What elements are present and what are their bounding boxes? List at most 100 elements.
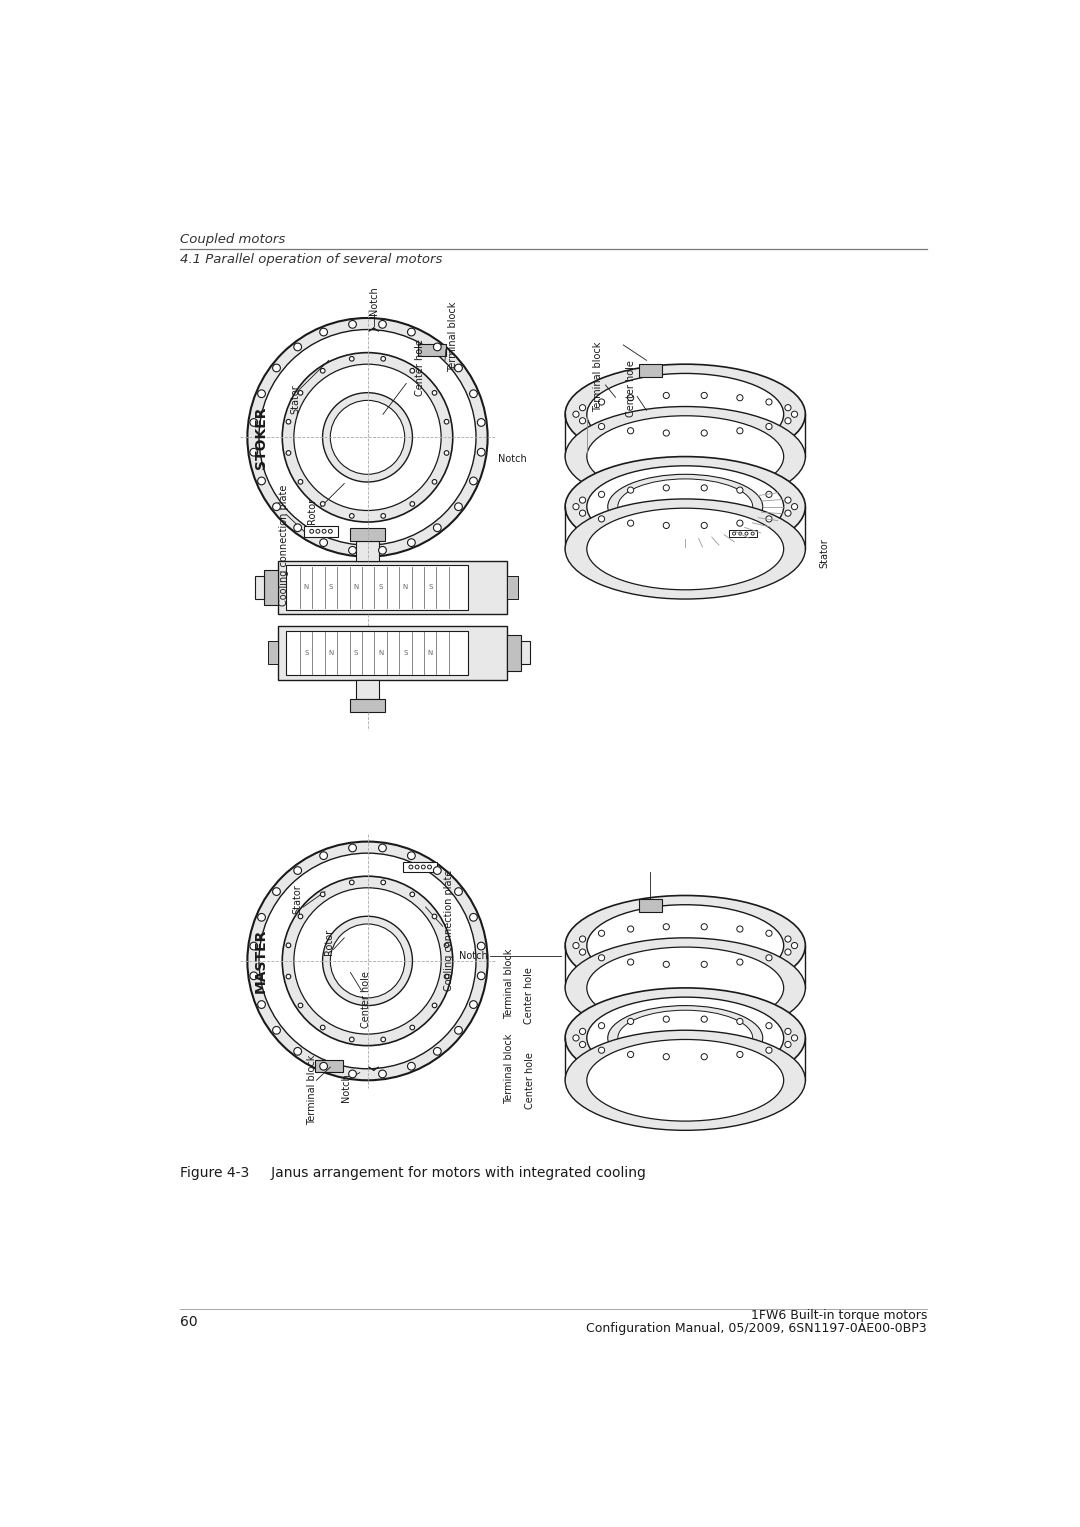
Circle shape xyxy=(792,942,798,948)
Circle shape xyxy=(455,887,462,895)
Circle shape xyxy=(663,924,670,930)
Circle shape xyxy=(298,1003,302,1008)
Circle shape xyxy=(247,841,488,1080)
Circle shape xyxy=(766,1023,772,1029)
Ellipse shape xyxy=(565,895,806,996)
Ellipse shape xyxy=(586,374,784,455)
Circle shape xyxy=(580,496,585,504)
Circle shape xyxy=(282,353,453,522)
Text: Terminal block: Terminal block xyxy=(593,342,604,412)
Text: N: N xyxy=(328,651,334,657)
Circle shape xyxy=(381,1037,386,1041)
Circle shape xyxy=(407,539,416,547)
Text: Terminal block: Terminal block xyxy=(307,1055,316,1125)
Circle shape xyxy=(294,1048,301,1055)
Circle shape xyxy=(737,428,743,434)
Text: Center hole: Center hole xyxy=(361,971,370,1028)
Circle shape xyxy=(627,1019,634,1025)
Circle shape xyxy=(249,449,258,457)
Circle shape xyxy=(455,1026,462,1034)
Circle shape xyxy=(294,344,301,351)
Text: S: S xyxy=(378,585,383,591)
Circle shape xyxy=(598,516,605,522)
Text: Notch: Notch xyxy=(341,1073,351,1102)
Circle shape xyxy=(298,915,302,919)
Circle shape xyxy=(286,944,291,948)
Text: 60: 60 xyxy=(180,1315,198,1328)
Circle shape xyxy=(350,513,354,518)
Circle shape xyxy=(598,954,605,960)
Bar xyxy=(303,525,338,536)
Circle shape xyxy=(432,915,436,919)
Circle shape xyxy=(320,539,327,547)
Circle shape xyxy=(349,547,356,554)
Circle shape xyxy=(470,476,477,484)
Text: S: S xyxy=(428,585,432,591)
Text: N: N xyxy=(428,651,433,657)
Text: Terminal block: Terminal block xyxy=(448,302,458,373)
Circle shape xyxy=(701,392,707,399)
Circle shape xyxy=(330,924,405,999)
Circle shape xyxy=(737,1019,743,1025)
Bar xyxy=(350,528,384,541)
Circle shape xyxy=(282,876,453,1046)
Circle shape xyxy=(381,513,386,518)
Circle shape xyxy=(272,1026,281,1034)
Circle shape xyxy=(323,392,413,483)
Text: N: N xyxy=(378,651,383,657)
Bar xyxy=(638,365,662,377)
Circle shape xyxy=(580,405,585,411)
Circle shape xyxy=(272,887,281,895)
Circle shape xyxy=(785,948,791,956)
Circle shape xyxy=(321,368,325,373)
Circle shape xyxy=(701,431,707,437)
Circle shape xyxy=(627,487,634,493)
Circle shape xyxy=(737,1052,743,1058)
Text: Center hole: Center hole xyxy=(524,967,534,1025)
Circle shape xyxy=(249,418,258,426)
Text: STOKER: STOKER xyxy=(254,406,268,469)
Text: Rotor: Rotor xyxy=(307,498,316,524)
Circle shape xyxy=(701,1015,707,1022)
Bar xyxy=(279,626,507,680)
Circle shape xyxy=(785,936,791,942)
Circle shape xyxy=(379,1070,387,1078)
Circle shape xyxy=(766,1048,772,1054)
Ellipse shape xyxy=(565,457,806,557)
Bar xyxy=(638,899,662,912)
Circle shape xyxy=(766,954,772,960)
Bar xyxy=(286,631,469,675)
Text: 1FW6 Built-in torque motors: 1FW6 Built-in torque motors xyxy=(751,1309,927,1322)
Circle shape xyxy=(627,521,634,527)
Bar xyxy=(356,680,379,699)
Circle shape xyxy=(379,844,387,852)
Text: S: S xyxy=(305,651,309,657)
Bar xyxy=(521,641,530,664)
Circle shape xyxy=(737,925,743,931)
Ellipse shape xyxy=(618,479,753,534)
Circle shape xyxy=(701,924,707,930)
Circle shape xyxy=(286,420,291,425)
Circle shape xyxy=(792,1035,798,1041)
Circle shape xyxy=(294,365,441,510)
Circle shape xyxy=(785,418,791,425)
Ellipse shape xyxy=(565,938,806,1038)
Circle shape xyxy=(258,476,266,484)
Circle shape xyxy=(298,391,302,395)
Circle shape xyxy=(286,974,291,979)
Bar xyxy=(356,541,379,560)
Ellipse shape xyxy=(565,406,806,507)
Ellipse shape xyxy=(586,1040,784,1121)
Text: Notch: Notch xyxy=(498,454,526,464)
Text: Rotor: Rotor xyxy=(324,928,334,954)
Circle shape xyxy=(444,450,449,455)
Circle shape xyxy=(701,484,707,490)
Ellipse shape xyxy=(608,1006,762,1070)
Circle shape xyxy=(663,392,670,399)
Bar xyxy=(729,530,757,538)
Circle shape xyxy=(737,394,743,400)
Text: Center hole: Center hole xyxy=(525,1052,536,1109)
Circle shape xyxy=(785,1041,791,1048)
Circle shape xyxy=(379,321,387,328)
Circle shape xyxy=(410,368,415,373)
